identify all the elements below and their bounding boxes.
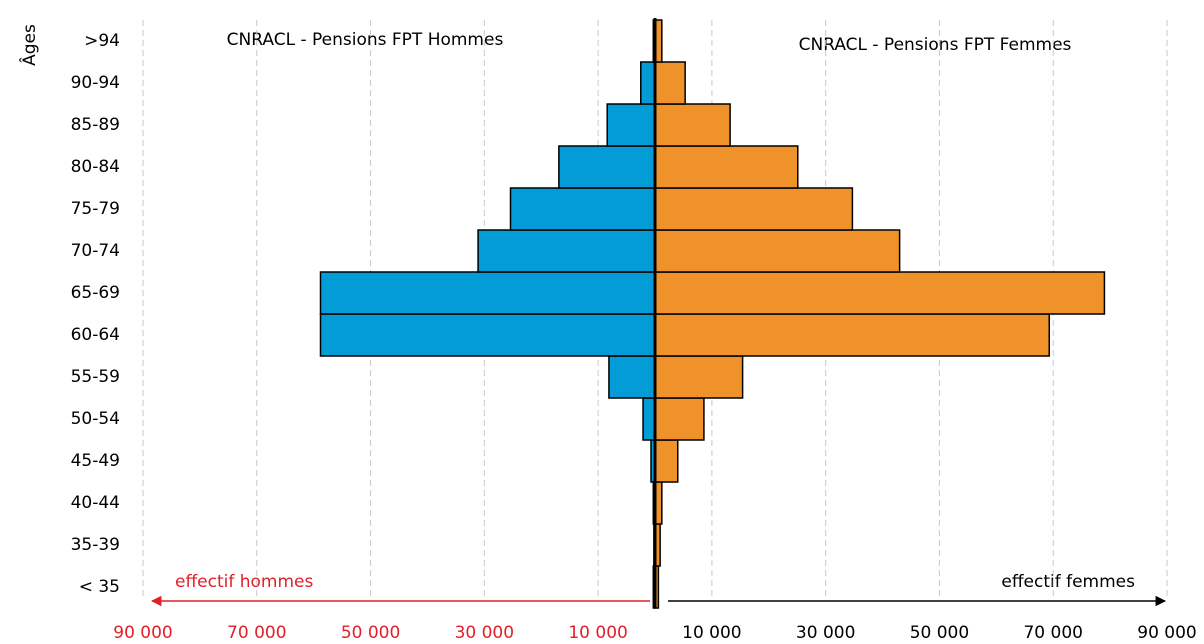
y-tick-label: 55-59 [71, 367, 120, 387]
x-tick-label: 50 000 [910, 623, 969, 643]
y-axis-label: Âges [18, 24, 40, 66]
x-tick-label: 30 000 [796, 623, 855, 643]
bar [654, 313, 1050, 357]
bar [608, 355, 656, 399]
bar [654, 61, 686, 105]
x-tick-label: 10 000 [682, 623, 741, 643]
x-tick-label: 70 000 [1023, 623, 1082, 643]
bar [654, 187, 854, 231]
y-tick-label: 40-44 [71, 493, 120, 513]
left-axis-label: effectif hommes [175, 572, 314, 592]
y-tick-label: 65-69 [71, 283, 120, 303]
bar [606, 103, 656, 147]
y-tick-label: 35-39 [71, 535, 120, 555]
x-tick-label: 90 000 [113, 623, 172, 643]
x-tick-label: 90 000 [1137, 623, 1196, 643]
bar [319, 271, 656, 315]
bar [654, 397, 705, 441]
y-tick-label: 50-54 [71, 409, 120, 429]
right-axis-label: effectif femmes [1001, 572, 1135, 592]
right-title: CNRACL - Pensions FPT Femmes [799, 35, 1072, 55]
bar [640, 61, 656, 105]
y-tick-label: 70-74 [71, 241, 120, 261]
y-tick-label: 60-64 [71, 325, 120, 345]
left-title: CNRACL - Pensions FPT Hommes [227, 30, 504, 50]
x-tick-label: 50 000 [341, 623, 400, 643]
bar [654, 229, 901, 273]
bar [654, 439, 679, 483]
bar [654, 103, 731, 147]
y-tick-label: 45-49 [71, 451, 120, 471]
bar [558, 145, 656, 189]
y-tick-label: >94 [84, 31, 120, 51]
bar [654, 145, 799, 189]
bar [509, 187, 656, 231]
bar [477, 229, 656, 273]
y-tick-label: 80-84 [71, 157, 120, 177]
y-tick-label: 85-89 [71, 115, 120, 135]
y-tick-label: 75-79 [71, 199, 120, 219]
x-tick-label: 70 000 [227, 623, 286, 643]
bar [642, 397, 656, 441]
bar [654, 355, 744, 399]
x-tick-label: 30 000 [455, 623, 514, 643]
bar [654, 271, 1106, 315]
x-tick-label: 10 000 [568, 623, 627, 643]
bar [319, 313, 656, 357]
y-tick-label: < 35 [79, 577, 120, 597]
y-tick-label: 90-94 [71, 73, 120, 93]
